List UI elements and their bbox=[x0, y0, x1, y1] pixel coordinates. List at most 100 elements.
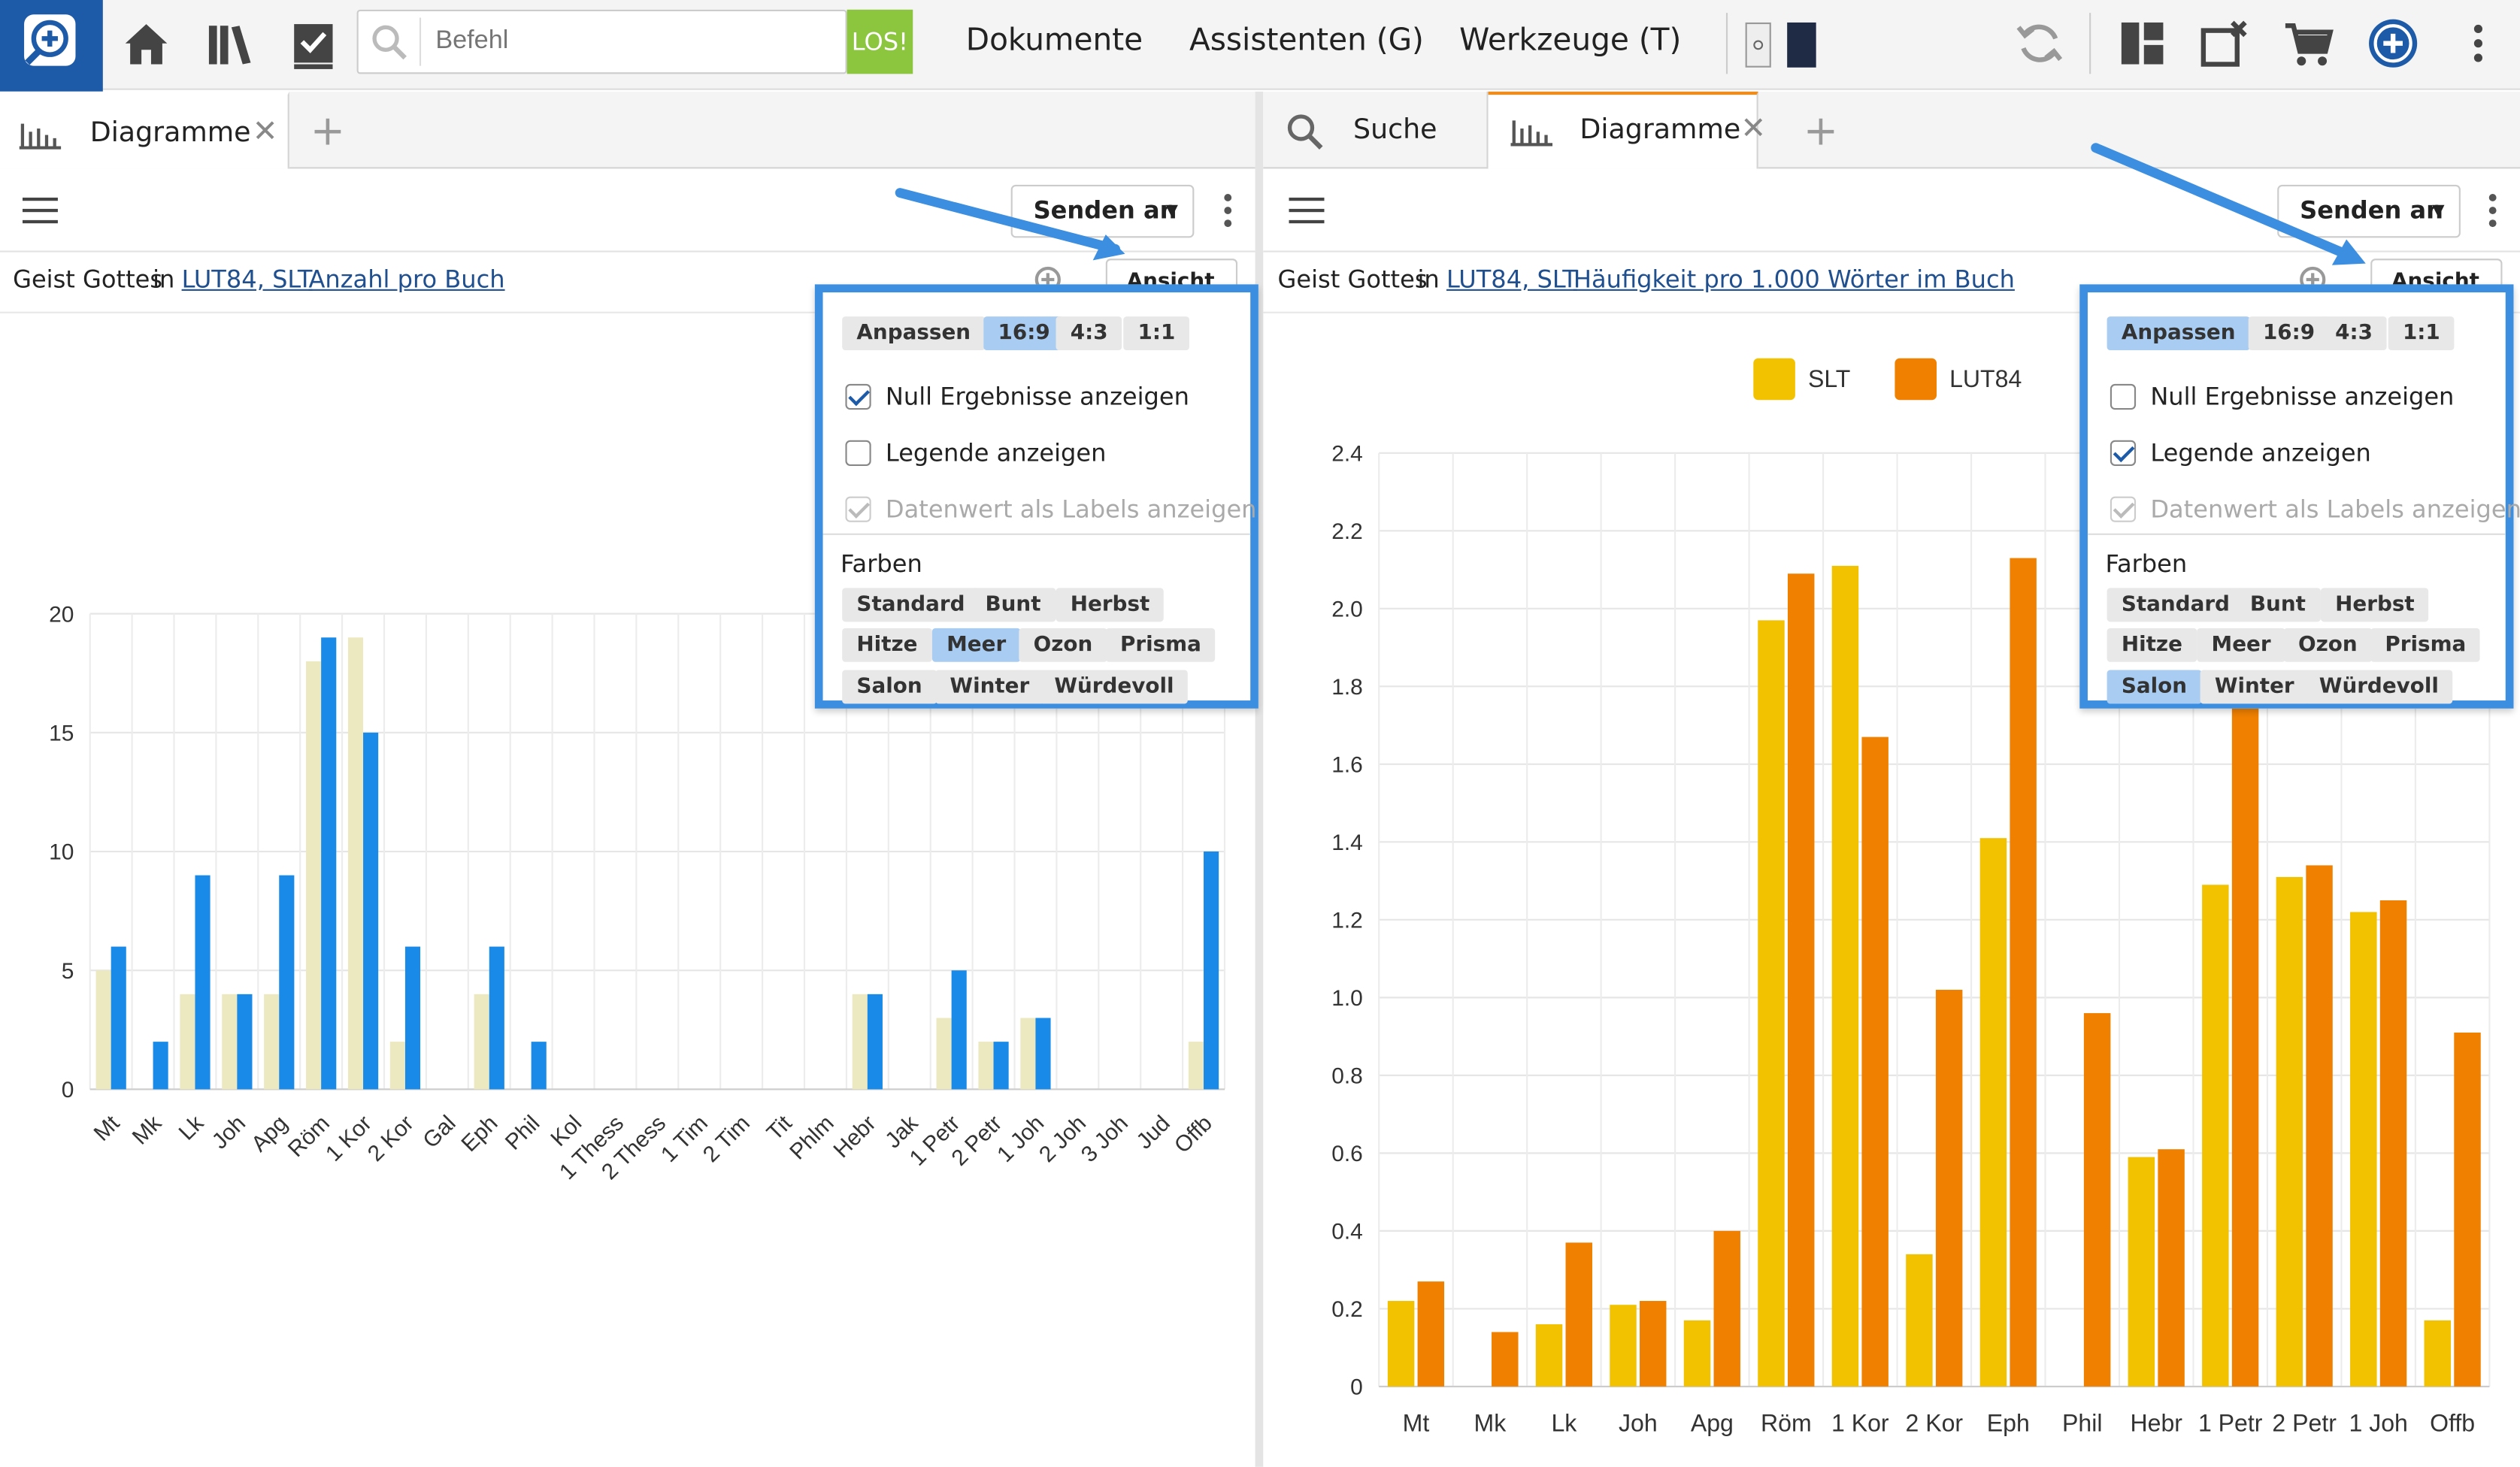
y-tick-label: 0.6 bbox=[1331, 1142, 1363, 1166]
tab-search[interactable]: Suche bbox=[1263, 91, 1489, 169]
bibles-link[interactable]: LUT84, SLT bbox=[1446, 265, 1577, 295]
right-chart: 0 0.2 0.4 0.6 0.8 1.0 1.2 1.4 1.6 1.8 2.0 2.2 2.4 Mt M… bbox=[1331, 358, 2491, 1437]
color-chip-wuerdevoll[interactable]: Würdevoll bbox=[2304, 670, 2454, 704]
color-chip-standard[interactable]: Standard bbox=[842, 588, 980, 622]
menu-assistants[interactable]: Assistenten (G) bbox=[1189, 22, 1424, 58]
color-chip-prisma[interactable]: Prisma bbox=[2370, 628, 2481, 662]
close-icon[interactable]: ✕ bbox=[1740, 110, 1767, 147]
more-vertical-icon[interactable] bbox=[2483, 191, 2503, 229]
library-icon[interactable] bbox=[202, 16, 257, 71]
sync-icon[interactable] bbox=[2012, 16, 2067, 71]
layout-icon[interactable] bbox=[2115, 16, 2170, 71]
bar bbox=[2158, 1149, 2185, 1387]
x-tick-label: 2 Kor bbox=[1905, 1410, 1963, 1437]
logo[interactable] bbox=[0, 0, 103, 93]
home-icon[interactable] bbox=[119, 16, 174, 71]
color-chip-meer[interactable]: Meer bbox=[2197, 628, 2285, 662]
size-chip-fit[interactable]: Anpassen bbox=[842, 316, 986, 351]
more-vertical-icon[interactable] bbox=[2451, 16, 2506, 71]
bar bbox=[153, 1042, 168, 1090]
legend-option[interactable]: Legende anzeigen bbox=[845, 439, 1106, 467]
color-chip-hitze[interactable]: Hitze bbox=[2107, 628, 2197, 662]
color-chip-salon[interactable]: Salon bbox=[2107, 670, 2202, 704]
add-tab-icon[interactable]: + bbox=[310, 107, 346, 156]
color-chip-ozon[interactable]: Ozon bbox=[1019, 628, 1107, 662]
command-input[interactable] bbox=[435, 20, 837, 63]
bar bbox=[2424, 1320, 2452, 1387]
x-tick-label: 2 Joh bbox=[1034, 1111, 1091, 1167]
size-chip-16-9[interactable]: 16:9 bbox=[983, 316, 1065, 351]
option-label: Null Ergebnisse anzeigen bbox=[2150, 382, 2455, 412]
bar bbox=[1188, 1042, 1204, 1090]
close-tab-icon[interactable] bbox=[2197, 16, 2252, 71]
size-chip-4-3[interactable]: 4:3 bbox=[1056, 316, 1122, 351]
bar bbox=[404, 946, 421, 1090]
send-to-button[interactable]: Senden an ▼ bbox=[2277, 184, 2461, 238]
x-tick-label: Phlm bbox=[785, 1111, 839, 1165]
tab-label: Suche bbox=[1352, 113, 1437, 147]
tab-diagrams-left[interactable]: Diagramme ✕ bbox=[0, 91, 289, 169]
y-tick-label: 1.4 bbox=[1331, 830, 1363, 855]
color-chip-herbst[interactable]: Herbst bbox=[2320, 588, 2429, 622]
color-chip-standard[interactable]: Standard bbox=[2107, 588, 2245, 622]
bar bbox=[111, 946, 126, 1090]
hamburger-icon[interactable] bbox=[1289, 196, 1325, 225]
checkbox[interactable] bbox=[2110, 440, 2137, 466]
hamburger-icon[interactable] bbox=[22, 196, 58, 225]
device-icon[interactable] bbox=[1745, 22, 1771, 68]
panel-divider[interactable] bbox=[1255, 91, 1264, 1467]
add-circle-icon[interactable] bbox=[2366, 16, 2421, 71]
option-label: Null Ergebnisse anzeigen bbox=[885, 382, 1189, 412]
colors-title: Farben bbox=[2105, 549, 2188, 579]
cart-icon[interactable] bbox=[2280, 16, 2335, 71]
color-chip-hitze[interactable]: Hitze bbox=[842, 628, 932, 662]
tablet-icon[interactable] bbox=[1787, 22, 1816, 68]
bar bbox=[1861, 737, 1888, 1387]
color-chip-ozon[interactable]: Ozon bbox=[2283, 628, 2372, 662]
x-tick-label: Eph bbox=[1987, 1410, 2030, 1437]
color-chip-winter[interactable]: Winter bbox=[2200, 670, 2309, 704]
tab-diagrams-right[interactable]: Diagramme ✕ bbox=[1488, 91, 1766, 169]
size-chip-4-3[interactable]: 4:3 bbox=[2320, 316, 2388, 351]
checkbox[interactable] bbox=[2110, 383, 2137, 410]
null-results-option[interactable]: Null Ergebnisse anzeigen bbox=[845, 383, 1189, 411]
color-chip-prisma[interactable]: Prisma bbox=[1105, 628, 1216, 662]
more-vertical-icon[interactable] bbox=[1218, 191, 1237, 229]
size-chip-fit[interactable]: Anpassen bbox=[2107, 316, 2250, 351]
go-button[interactable]: LOS! bbox=[847, 9, 913, 74]
bar bbox=[347, 637, 364, 1090]
add-tab-icon[interactable]: + bbox=[1803, 107, 1839, 156]
x-tick-label: Mk bbox=[128, 1111, 167, 1150]
legend-option[interactable]: Legende anzeigen bbox=[2110, 439, 2371, 467]
size-chip-16-9[interactable]: 16:9 bbox=[2248, 316, 2330, 351]
checkbox[interactable] bbox=[845, 440, 871, 466]
color-chip-bunt[interactable]: Bunt bbox=[2235, 588, 2321, 622]
size-chip-1-1[interactable]: 1:1 bbox=[1123, 316, 1190, 351]
color-chip-bunt[interactable]: Bunt bbox=[971, 588, 1056, 622]
color-chip-salon[interactable]: Salon bbox=[842, 670, 937, 704]
chart-mode-link[interactable]: Häufigkeit pro 1.000 Wörter im Buch bbox=[1573, 265, 2015, 295]
send-to-button[interactable]: Senden an ▼ bbox=[1010, 184, 1195, 238]
y-tick-label: 0 bbox=[1350, 1375, 1363, 1400]
bar bbox=[2010, 558, 2037, 1387]
bibles-link[interactable]: LUT84, SLT bbox=[181, 265, 313, 295]
color-chip-winter[interactable]: Winter bbox=[935, 670, 1044, 704]
legend-swatch bbox=[1895, 358, 1937, 401]
checkbox bbox=[2110, 496, 2137, 522]
color-chip-meer[interactable]: Meer bbox=[931, 628, 1021, 662]
x-tick-label: 2 Kor bbox=[363, 1111, 419, 1166]
bar bbox=[1683, 1320, 1711, 1387]
color-chip-herbst[interactable]: Herbst bbox=[1056, 588, 1165, 622]
null-results-option[interactable]: Null Ergebnisse anzeigen bbox=[2110, 382, 2455, 412]
checklist-icon[interactable] bbox=[286, 16, 341, 71]
bar bbox=[1758, 620, 1785, 1387]
menu-documents[interactable]: Dokumente bbox=[965, 22, 1143, 58]
checkbox[interactable] bbox=[845, 383, 871, 410]
size-chip-1-1[interactable]: 1:1 bbox=[2388, 316, 2455, 351]
legend-label: LUT84 bbox=[1949, 365, 2022, 392]
x-tick-label: 1 Tim bbox=[656, 1111, 713, 1167]
chart-mode-link[interactable]: Anzahl pro Buch bbox=[308, 265, 505, 295]
close-icon[interactable]: ✕ bbox=[252, 113, 278, 150]
menu-tools[interactable]: Werkzeuge (T) bbox=[1459, 22, 1682, 58]
color-chip-wuerdevoll[interactable]: Würdevoll bbox=[1040, 670, 1189, 704]
